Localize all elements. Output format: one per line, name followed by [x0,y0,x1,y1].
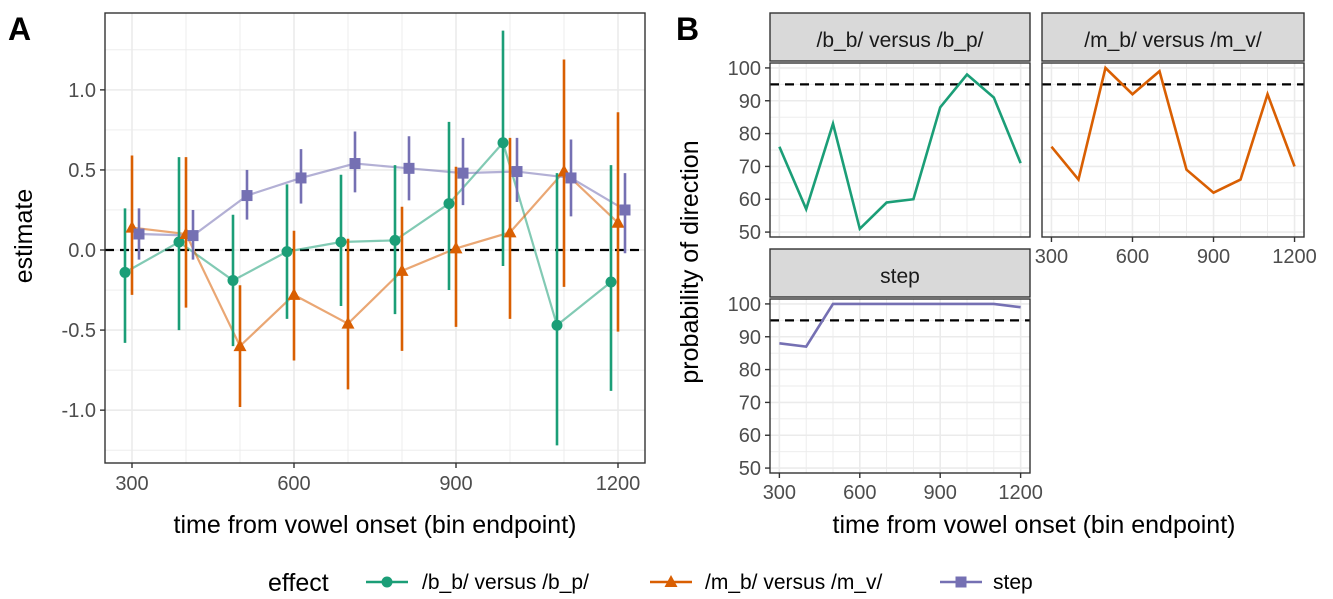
y-tick-label: 90 [739,327,761,349]
data-point [443,198,455,210]
y-tick-label: 80 [739,360,761,382]
data-point [619,204,631,216]
series-line [124,140,612,328]
panel-b-x-axis-title: time from vowel onset (bin endpoint) [833,511,1236,539]
legend-key-marker [664,575,678,587]
y-tick-label: -0.5 [62,320,96,342]
data-point [551,319,563,331]
facet-step: step 50 60 70 80 90 100 300 600 900 1200 [728,248,1043,504]
x-tick-label: 1200 [1272,246,1317,268]
y-tick-label: 60 [739,189,761,211]
y-tick-label: 70 [739,392,761,414]
data-point [389,234,401,246]
y-tick-label: 0.0 [68,240,96,262]
x-tick-label: 600 [1116,246,1149,268]
series-line [138,162,626,237]
data-point [395,263,409,276]
facet-bb: /b_b/ versus /b_p/50 60 70 80 90 100 [728,12,1031,244]
data-point [403,162,415,174]
data-point [457,167,469,179]
data-point [565,172,577,184]
panel-a-tag: A [8,11,31,47]
panel-b-y-axis-title: probability of direction [676,140,704,383]
x-tick-label: 900 [1197,246,1230,268]
data-point [287,287,301,300]
series-line [131,169,619,348]
x-tick-label: 900 [439,473,472,495]
panel-b: /b_b/ versus /b_p/50 60 70 80 90 100/m_b/ ver… [728,12,1317,504]
legend-key-marker [381,576,393,588]
x-tick-label: 600 [277,473,310,495]
x-tick-label: 600 [843,482,876,504]
facet-strip [769,248,1031,298]
facet-border [1041,62,1305,238]
data-point [605,276,617,288]
legend-title: effect [268,569,329,597]
facet-strip [1041,12,1305,62]
facet-strip-label: /m_b/ versus /m_v/ [1084,29,1262,52]
y-tick-label: 0.5 [68,160,96,182]
data-point [173,236,185,248]
facet-strip-label: step [880,265,920,288]
legend: effect /b_b/ versus /b_p/ /m_b/ versus /… [268,569,1033,597]
panel-a-x-axis-title: time from vowel onset (bin endpoint) [174,511,577,539]
data-point [133,228,145,240]
data-point [611,215,625,228]
y-tick-label: 50 [739,222,761,244]
data-point [449,241,463,254]
legend-label-bb: /b_b/ versus /b_p/ [422,571,589,594]
data-point [511,166,523,178]
data-point [335,236,347,248]
data-point [227,274,239,286]
y-tick-label: -1.0 [62,400,96,422]
y-tick-label: 90 [739,91,761,113]
legend-label-step: step [993,571,1033,594]
x-tick-label: 300 [763,482,796,504]
y-tick-label: 100 [728,294,761,316]
legend-key-marker [955,576,967,588]
facet-mb: /m_b/ versus /m_v/300 600 900 1200 [1035,12,1317,268]
panel-a-y-axis-title: estimate [10,189,38,283]
x-tick-label: 300 [1035,246,1068,268]
x-tick-label: 1200 [998,482,1043,504]
legend-label-mb: /m_b/ versus /m_v/ [705,571,883,594]
y-tick-label: 70 [739,156,761,178]
data-point [497,137,509,149]
y-tick-label: 1.0 [68,80,96,102]
x-tick-label: 900 [924,482,957,504]
x-tick-label: 1200 [596,473,641,495]
data-point [349,158,361,170]
y-tick-label: 80 [739,124,761,146]
series-line [779,302,1021,348]
facet-strip-label: /b_b/ versus /b_p/ [817,29,984,52]
panel-a-border [104,12,646,464]
data-point [119,266,131,278]
data-point [503,225,517,238]
data-point [241,190,253,202]
y-tick-label: 60 [739,425,761,447]
y-tick-label: 50 [739,458,761,480]
data-point [341,316,355,329]
x-tick-label: 300 [115,473,148,495]
panel-b-tag: B [676,11,699,47]
data-point [233,339,247,352]
data-point [281,246,293,258]
data-point [295,172,307,184]
facet-strip [769,12,1031,62]
data-point [187,230,199,242]
panel-a: 300 600 900 1200 -1.0 -0.5 0.0 0.5 1.0 [62,12,646,495]
y-tick-label: 100 [728,58,761,80]
facet-border [769,298,1031,474]
facet-border [769,62,1031,238]
series-line [1050,65,1296,195]
series-line [778,72,1022,232]
